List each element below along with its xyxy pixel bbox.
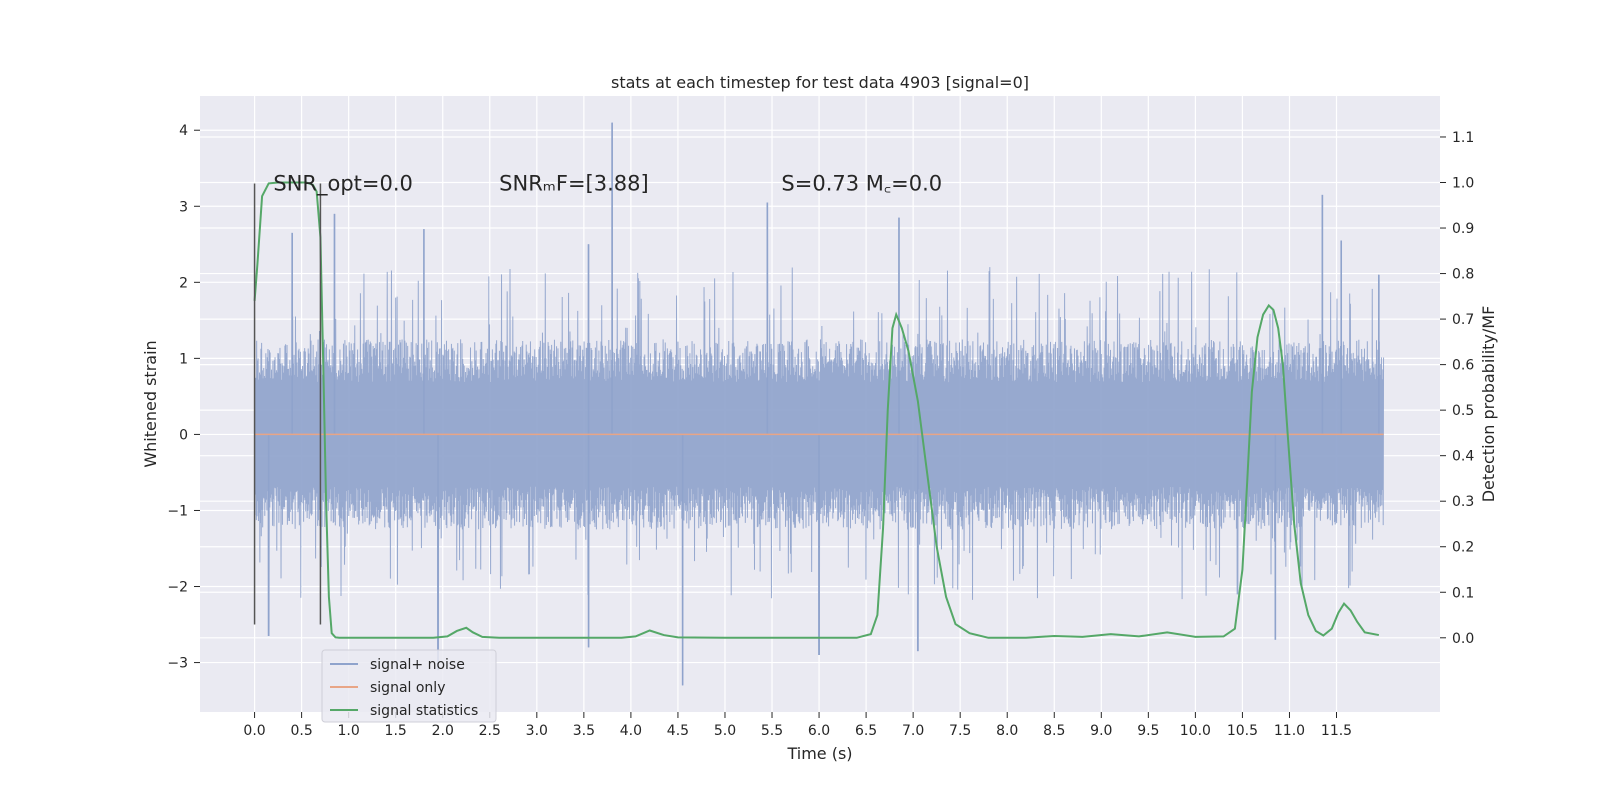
- x-tick-label: 0.0: [243, 723, 265, 739]
- x-tick-label: 3.0: [526, 723, 548, 739]
- y-tick-label: −2: [167, 580, 188, 596]
- x-tick-label: 1.5: [385, 723, 407, 739]
- x-tick-label: 11.5: [1321, 723, 1352, 739]
- legend-label: signal only: [370, 680, 445, 696]
- x-tick-label: 3.5: [573, 723, 595, 739]
- x-axis: 0.0 0.5 1.0 1.5 2.0 2.5 3.0 3.5 4.0 4.5 5.0 5.5 6.0 6…: [243, 712, 1352, 739]
- series-layer: [253, 122, 1385, 686]
- x-tick-label: 0.5: [290, 723, 312, 739]
- y-tick-label: 0: [179, 427, 188, 443]
- y2-tick-label: 0.0: [1452, 631, 1474, 647]
- y-axis-right: 0.0 0.1 0.2 0.3 0.4 0.5 0.6 0.7 0.8 0.9 1.0 1.1: [1440, 130, 1474, 647]
- x-tick-label: 8.0: [996, 723, 1018, 739]
- series-signal-noise: [254, 122, 1385, 686]
- y2-tick-label: 0.7: [1452, 312, 1474, 328]
- chart-title: stats at each timestep for test data 490…: [611, 73, 1029, 92]
- legend-label: signal+ noise: [370, 657, 465, 673]
- x-tick-label: 11.0: [1274, 723, 1305, 739]
- x-tick-label: 4.5: [667, 723, 689, 739]
- y-tick-label: 1: [179, 351, 188, 367]
- annotation-text: SNRₘF=[3.88]: [499, 171, 649, 195]
- x-tick-label: 4.0: [620, 723, 642, 739]
- annotation-text: S=0.73 M꜀=0.0: [781, 171, 942, 195]
- y-tick-label: 3: [179, 199, 188, 215]
- y2-tick-label: 0.3: [1452, 494, 1474, 510]
- series-signal-statistics: [253, 181, 1380, 639]
- annotation-text: SNR_opt=0.0: [273, 171, 413, 196]
- y-tick-label: −1: [167, 503, 188, 519]
- y-tick-label: 4: [179, 123, 188, 139]
- y2-tick-label: 0.1: [1452, 585, 1474, 601]
- legend: signal+ noise signal only signal statistic…: [321, 649, 497, 723]
- x-axis-label: Time (s): [786, 744, 852, 763]
- y2-tick-label: 1.1: [1452, 130, 1474, 146]
- y2-axis-label: Detection probability/MF: [1479, 306, 1498, 503]
- x-tick-label: 5.5: [761, 723, 783, 739]
- x-tick-label: 5.0: [714, 723, 736, 739]
- y2-tick-label: 0.9: [1452, 221, 1474, 237]
- x-tick-label: 10.5: [1227, 723, 1258, 739]
- y2-tick-label: 0.4: [1452, 449, 1474, 465]
- x-tick-label: 2.5: [479, 723, 501, 739]
- legend-label: signal statistics: [370, 703, 478, 719]
- y2-tick-label: 0.2: [1452, 540, 1474, 556]
- x-tick-label: 9.0: [1090, 723, 1112, 739]
- y-tick-label: −3: [167, 656, 188, 672]
- annotations: SNR_opt=0.0 SNRₘF=[3.88] S=0.73 M꜀=0.0: [273, 171, 942, 196]
- y2-tick-label: 1.0: [1452, 176, 1474, 192]
- x-tick-label: 6.0: [808, 723, 830, 739]
- x-tick-label: 2.0: [432, 723, 454, 739]
- y-axis-label: Whitened strain: [141, 340, 160, 467]
- y2-tick-label: 0.6: [1452, 358, 1474, 374]
- legend-box: [321, 649, 497, 723]
- y2-tick-label: 0.5: [1452, 403, 1474, 419]
- y-tick-label: 2: [179, 275, 188, 291]
- x-tick-label: 7.0: [902, 723, 924, 739]
- x-tick-label: 10.0: [1180, 723, 1211, 739]
- x-tick-label: 9.5: [1137, 723, 1159, 739]
- x-tick-label: 7.5: [949, 723, 971, 739]
- x-tick-label: 1.0: [338, 723, 360, 739]
- y2-tick-label: 0.8: [1452, 267, 1474, 283]
- x-tick-label: 8.5: [1043, 723, 1065, 739]
- y-axis-left: −3 −2 −1 0 1 2 3 4: [167, 123, 200, 672]
- x-tick-label: 6.5: [855, 723, 877, 739]
